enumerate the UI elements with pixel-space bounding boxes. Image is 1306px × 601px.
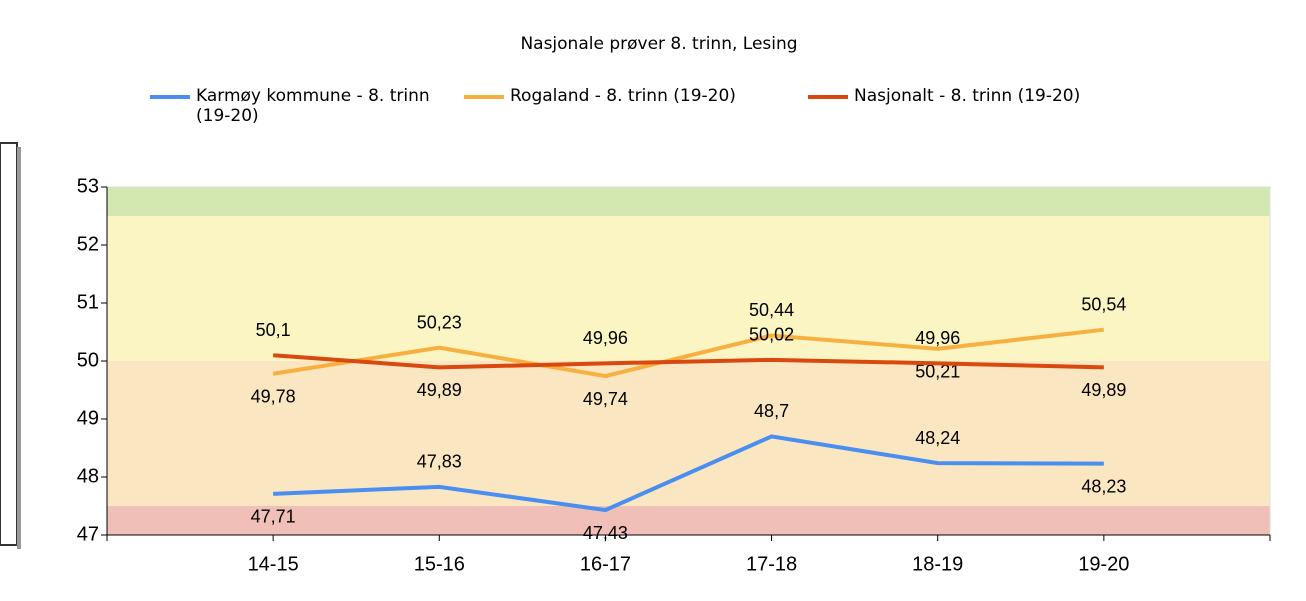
data-label: 48,24 <box>915 428 960 448</box>
x-tick-label: 16-17 <box>580 553 631 575</box>
legend-item: Rogaland - 8. trinn (19-20) <box>464 86 794 126</box>
legend-item: Nasjonalt - 8. trinn (19-20) <box>808 86 1108 126</box>
data-label: 47,71 <box>251 507 296 527</box>
legend-label: Rogaland - 8. trinn (19-20) <box>510 86 736 106</box>
legend: Karmøy kommune - 8. trinn (19-20) Rogalan… <box>150 86 1108 126</box>
data-label: 50,21 <box>915 362 960 382</box>
data-label: 49,78 <box>251 387 296 407</box>
legend-item: Karmøy kommune - 8. trinn (19-20) <box>150 86 450 126</box>
background-band <box>107 361 1270 506</box>
series-line <box>272 353 1104 370</box>
x-tick-label: 19-20 <box>1078 553 1129 575</box>
background-band <box>107 506 1270 535</box>
data-label: 47,43 <box>583 523 628 543</box>
legend-label: Nasjonalt - 8. trinn (19-20) <box>854 86 1081 106</box>
legend-swatch <box>464 95 504 99</box>
side-panel-shadow <box>17 147 21 549</box>
legend-label: Karmøy kommune - 8. trinn (19-20) <box>196 86 430 126</box>
data-label: 50,23 <box>417 312 462 332</box>
background-band <box>107 216 1270 361</box>
series-line <box>272 327 1105 379</box>
legend-swatch <box>150 95 190 99</box>
y-tick-label: 53 <box>77 175 99 197</box>
y-tick-label: 50 <box>77 349 99 371</box>
data-label: 49,89 <box>1081 380 1126 400</box>
x-tick-label: 17-18 <box>746 553 797 575</box>
y-tick-label: 52 <box>77 233 99 255</box>
side-panel <box>0 142 18 546</box>
y-tick-label: 48 <box>77 465 99 487</box>
x-tick-label: 15-16 <box>414 553 465 575</box>
background-band <box>107 187 1270 216</box>
data-label: 48,23 <box>1081 476 1126 496</box>
legend-swatch <box>808 95 848 99</box>
y-tick-label: 49 <box>77 407 99 429</box>
data-label: 50,02 <box>749 325 794 345</box>
data-label: 50,54 <box>1081 294 1126 314</box>
data-label: 49,74 <box>583 389 628 409</box>
y-tick-label: 51 <box>77 291 99 313</box>
data-label: 48,7 <box>754 401 789 421</box>
data-label: 50,44 <box>749 300 794 320</box>
data-label: 49,89 <box>417 380 462 400</box>
x-tick-label: 14-15 <box>248 553 299 575</box>
data-label: 49,96 <box>583 328 628 348</box>
data-label: 47,83 <box>417 452 462 472</box>
chart-title: Nasjonale prøver 8. trinn, Lesing <box>520 34 797 54</box>
y-tick-label: 47 <box>77 523 99 545</box>
x-tick-label: 18-19 <box>912 553 963 575</box>
data-label: 49,96 <box>915 328 960 348</box>
series-line <box>273 434 1104 513</box>
data-label: 50,1 <box>256 320 291 340</box>
